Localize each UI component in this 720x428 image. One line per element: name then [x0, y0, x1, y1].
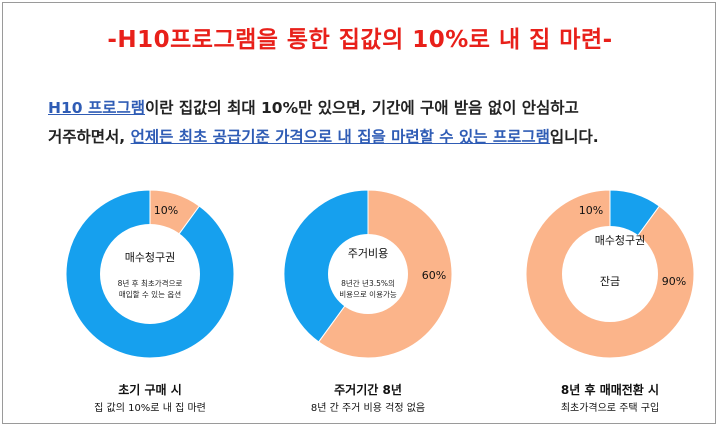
center-note-1: 8년 후 최초가격으로 [118, 278, 183, 288]
slice-label-residence: 60% [422, 269, 446, 282]
content-frame [2, 2, 716, 424]
caption-initial-purchase: 초기 구매 시 집 값의 10%로 내 집 마련 [40, 381, 260, 414]
center-title: 매수청구권 [125, 251, 176, 264]
caption-sub: 최초가격으로 주택 구입 [560, 403, 660, 414]
caption-main: 8년 후 매매전환 시 [560, 383, 660, 397]
slice-other [283, 189, 369, 343]
slice-label-balance: 90% [662, 275, 686, 288]
caption-sub: 8년 간 주거 비용 걱정 없음 [310, 403, 426, 414]
caption-main: 초기 구매 시 [118, 383, 182, 397]
center-note-2: 매입할 수 있는 옵션 [119, 289, 181, 299]
intro-text-3: 입니다. [549, 128, 599, 146]
donut-chart-residence: 60% 주거비용 8년간 년3.5%의 비용으로 이용가능 [283, 189, 453, 359]
caption-main: 주거기간 8년 [334, 383, 402, 397]
donut-hole [100, 224, 200, 324]
program-link[interactable]: H10 프로그램 [48, 99, 145, 117]
donut-hole [562, 226, 658, 322]
donut-chart-initial-purchase: 10% 매수청구권 8년 후 최초가격으로 매입할 수 있는 옵션 [65, 189, 235, 359]
donut-chart-conversion: 10% 매수청구권 잔금 90% [525, 189, 695, 359]
donut-hole [328, 234, 408, 314]
caption-conversion: 8년 후 매매전환 시 최초가격으로 주택 구입 [500, 381, 720, 414]
intro-text-2: 거주하면서, [48, 128, 131, 146]
center-title: 매수청구권 [595, 234, 646, 247]
slice-label-deposit: 10% [154, 204, 178, 217]
center-note-1: 8년간 년3.5%의 [341, 278, 395, 288]
caption-residence: 주거기간 8년 8년 간 주거 비용 걱정 없음 [258, 381, 478, 414]
intro-text-1: 이란 집값의 최대 10%만 있으면, 기간에 구애 받음 없이 안심하고 [144, 99, 579, 117]
center-note-2: 비용으로 이용가능 [339, 289, 397, 299]
donut-svg-1: 10% 매수청구권 8년 후 최초가격으로 매입할 수 있는 옵션 [65, 189, 235, 359]
purchase-anytime-link[interactable]: 언제든 최초 공급기준 가격으로 내 집을 마련할 수 있는 프로그램 [130, 128, 550, 146]
page-title: -H10프로그램을 통한 집값의 10%로 내 집 마련- [107, 27, 613, 53]
donut-svg-3: 10% 매수청구권 잔금 90% [525, 189, 695, 359]
caption-sub: 집 값의 10%로 내 집 마련 [94, 403, 206, 414]
intro-paragraph: H10 프로그램이란 집값의 최대 10%만 있으면, 기간에 구애 받음 없이… [48, 94, 688, 152]
inner-label-balance: 잔금 [600, 275, 620, 288]
slice-label-option: 10% [579, 204, 603, 217]
center-title: 주거비용 [348, 247, 388, 260]
donut-svg-2: 60% 주거비용 8년간 년3.5%의 비용으로 이용가능 [283, 189, 453, 359]
